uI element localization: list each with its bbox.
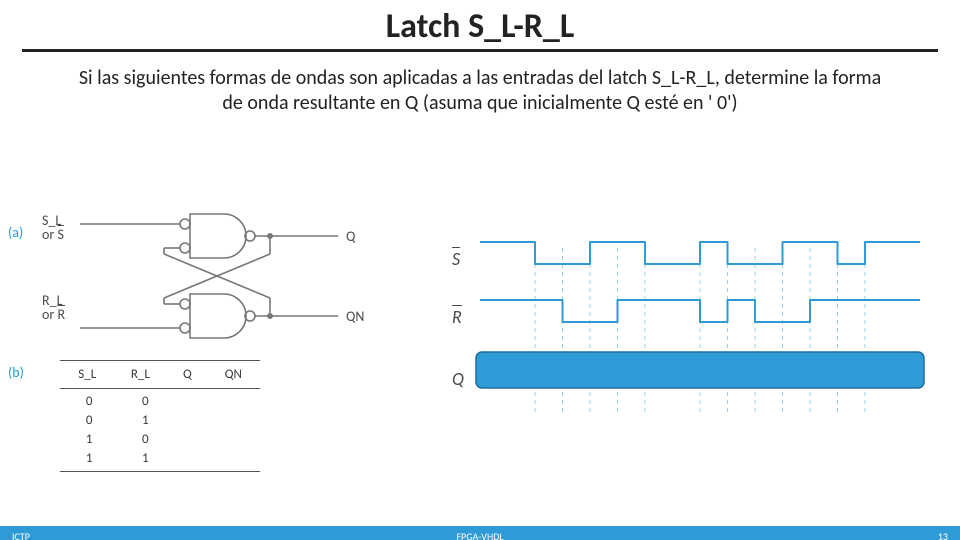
content-area: (a) S_L or S R_L or R xyxy=(0,206,960,506)
slide-title: Latch S_L-R_L xyxy=(0,6,960,47)
timing-label-q: Q xyxy=(452,368,464,390)
label-b: (b) xyxy=(8,364,24,381)
label-q: Q xyxy=(346,228,355,245)
label-s-bar: S xyxy=(57,226,63,243)
label-r-bar: R xyxy=(57,306,65,323)
title-underline xyxy=(22,49,938,52)
timing-label-s: S xyxy=(452,248,460,270)
timing-diagram xyxy=(430,224,940,424)
footer-bar: ICTP FPGA-VHDL 13 xyxy=(0,526,960,540)
slide-subtitle: Si las siguientes formas de ondas son ap… xyxy=(70,66,890,116)
label-qn: QN xyxy=(346,308,364,325)
label-or2: or xyxy=(42,306,54,323)
label-or1: or xyxy=(42,226,54,243)
footer-right: 13 xyxy=(938,530,948,540)
truth-table: S_LR_LQQN 00011011 xyxy=(60,358,260,474)
label-a: (a) xyxy=(8,224,23,241)
timing-label-r: R xyxy=(452,306,462,328)
latch-circuit xyxy=(70,206,370,346)
footer-left: ICTP xyxy=(12,530,30,540)
footer-center: FPGA-VHDL xyxy=(456,530,503,540)
